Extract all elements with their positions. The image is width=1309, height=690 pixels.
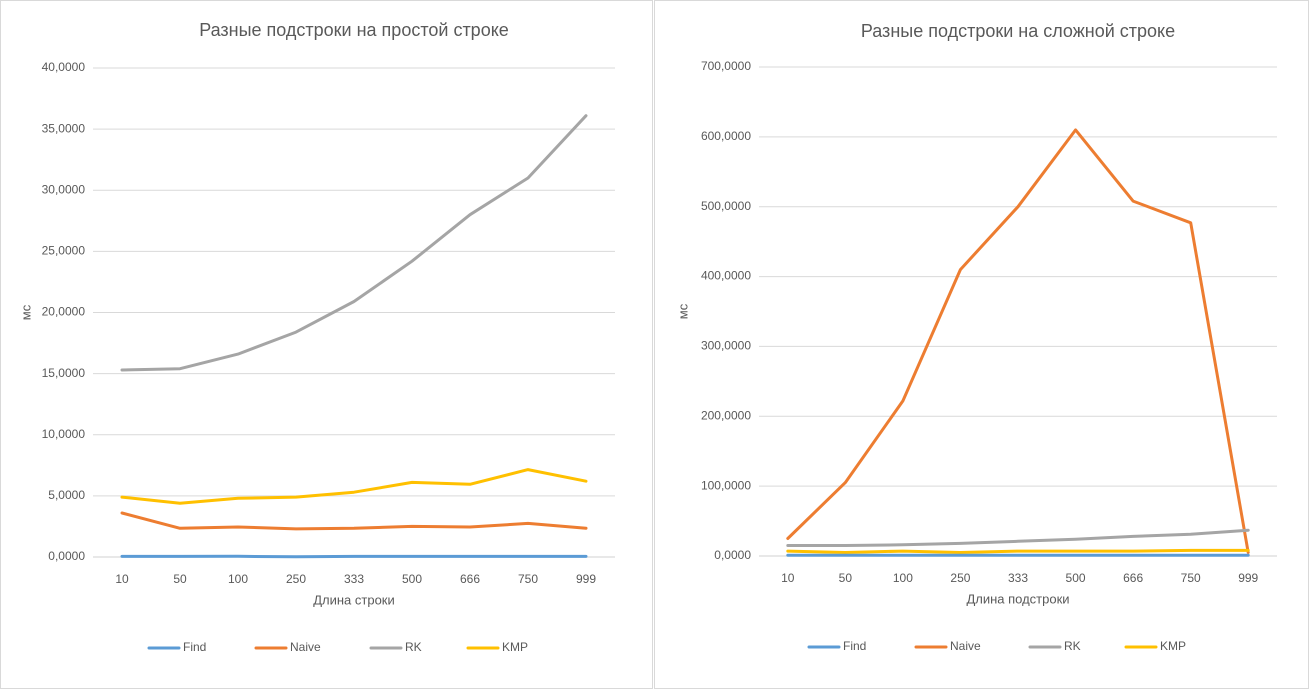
- y-tick-label: 100,0000: [701, 478, 751, 492]
- x-tick-label: 250: [286, 572, 306, 586]
- y-axis-title: мс: [18, 304, 33, 320]
- legend-label-kmp: KMP: [1160, 639, 1186, 653]
- x-tick-label: 100: [228, 572, 248, 586]
- series-line-naive: [786, 128, 1250, 554]
- series-line-kmp: [120, 468, 588, 505]
- x-axis-title: Длина строки: [313, 592, 395, 607]
- x-axis-title: Длина подстроки: [966, 591, 1069, 606]
- legend-label-find: Find: [843, 639, 866, 653]
- x-tick-label: 100: [893, 571, 913, 585]
- y-tick-label: 300,0000: [701, 339, 751, 353]
- chart-panel-simple-string: Разные подстроки на простой строке 0,0000…: [0, 0, 653, 689]
- y-tick-label: 35,0000: [42, 121, 86, 135]
- legend-label-find: Find: [183, 640, 206, 654]
- y-tick-label: 400,0000: [701, 269, 751, 283]
- y-tick-label: 0,0000: [714, 548, 751, 562]
- x-tick-label: 666: [1123, 571, 1143, 585]
- y-tick-label: 15,0000: [42, 366, 86, 380]
- x-tick-label: 500: [402, 572, 422, 586]
- y-tick-label: 25,0000: [42, 244, 86, 258]
- x-tick-label: 250: [950, 571, 970, 585]
- y-tick-label: 10,0000: [42, 427, 86, 441]
- x-tick-label: 999: [1238, 571, 1258, 585]
- series-line-naive: [120, 511, 588, 531]
- x-tick-label: 666: [460, 572, 480, 586]
- series-line-rk: [120, 114, 588, 372]
- chart-panel-complex-string: Разные подстроки на сложной строке 0,0000…: [654, 0, 1309, 689]
- legend-label-naive: Naive: [290, 640, 321, 654]
- x-tick-label: 500: [1066, 571, 1086, 585]
- y-tick-label: 600,0000: [701, 129, 751, 143]
- y-tick-label: 40,0000: [42, 60, 86, 74]
- x-tick-label: 999: [576, 572, 596, 586]
- x-tick-label: 50: [839, 571, 853, 585]
- y-tick-label: 30,0000: [42, 182, 86, 196]
- x-tick-label: 333: [344, 572, 364, 586]
- chart-title: Разные подстроки на сложной строке: [861, 21, 1175, 41]
- y-axis-title: мс: [675, 303, 690, 319]
- chart-title: Разные подстроки на простой строке: [199, 20, 509, 40]
- series-line-rk: [786, 528, 1250, 547]
- y-tick-label: 200,0000: [701, 408, 751, 422]
- y-tick-label: 700,0000: [701, 59, 751, 73]
- y-tick-label: 500,0000: [701, 199, 751, 213]
- chart-simple-string-svg: Разные подстроки на простой строке 0,0000…: [18, 20, 615, 654]
- x-tick-label: 750: [518, 572, 538, 586]
- legend-label-kmp: KMP: [502, 640, 528, 654]
- y-tick-label: 20,0000: [42, 305, 86, 319]
- y-tick-label: 0,0000: [48, 549, 85, 563]
- x-tick-label: 750: [1181, 571, 1201, 585]
- series-line-kmp: [786, 548, 1250, 554]
- chart-complex-string-svg: Разные подстроки на сложной строке 0,0000…: [675, 21, 1277, 653]
- legend-label-rk: RK: [405, 640, 422, 654]
- legend-label-naive: Naive: [950, 639, 981, 653]
- series-line-find: [120, 554, 588, 559]
- x-tick-label: 50: [173, 572, 187, 586]
- x-tick-label: 10: [781, 571, 795, 585]
- x-tick-label: 10: [115, 572, 129, 586]
- legend-label-rk: RK: [1064, 639, 1081, 653]
- x-tick-label: 333: [1008, 571, 1028, 585]
- y-tick-label: 5,0000: [48, 488, 85, 502]
